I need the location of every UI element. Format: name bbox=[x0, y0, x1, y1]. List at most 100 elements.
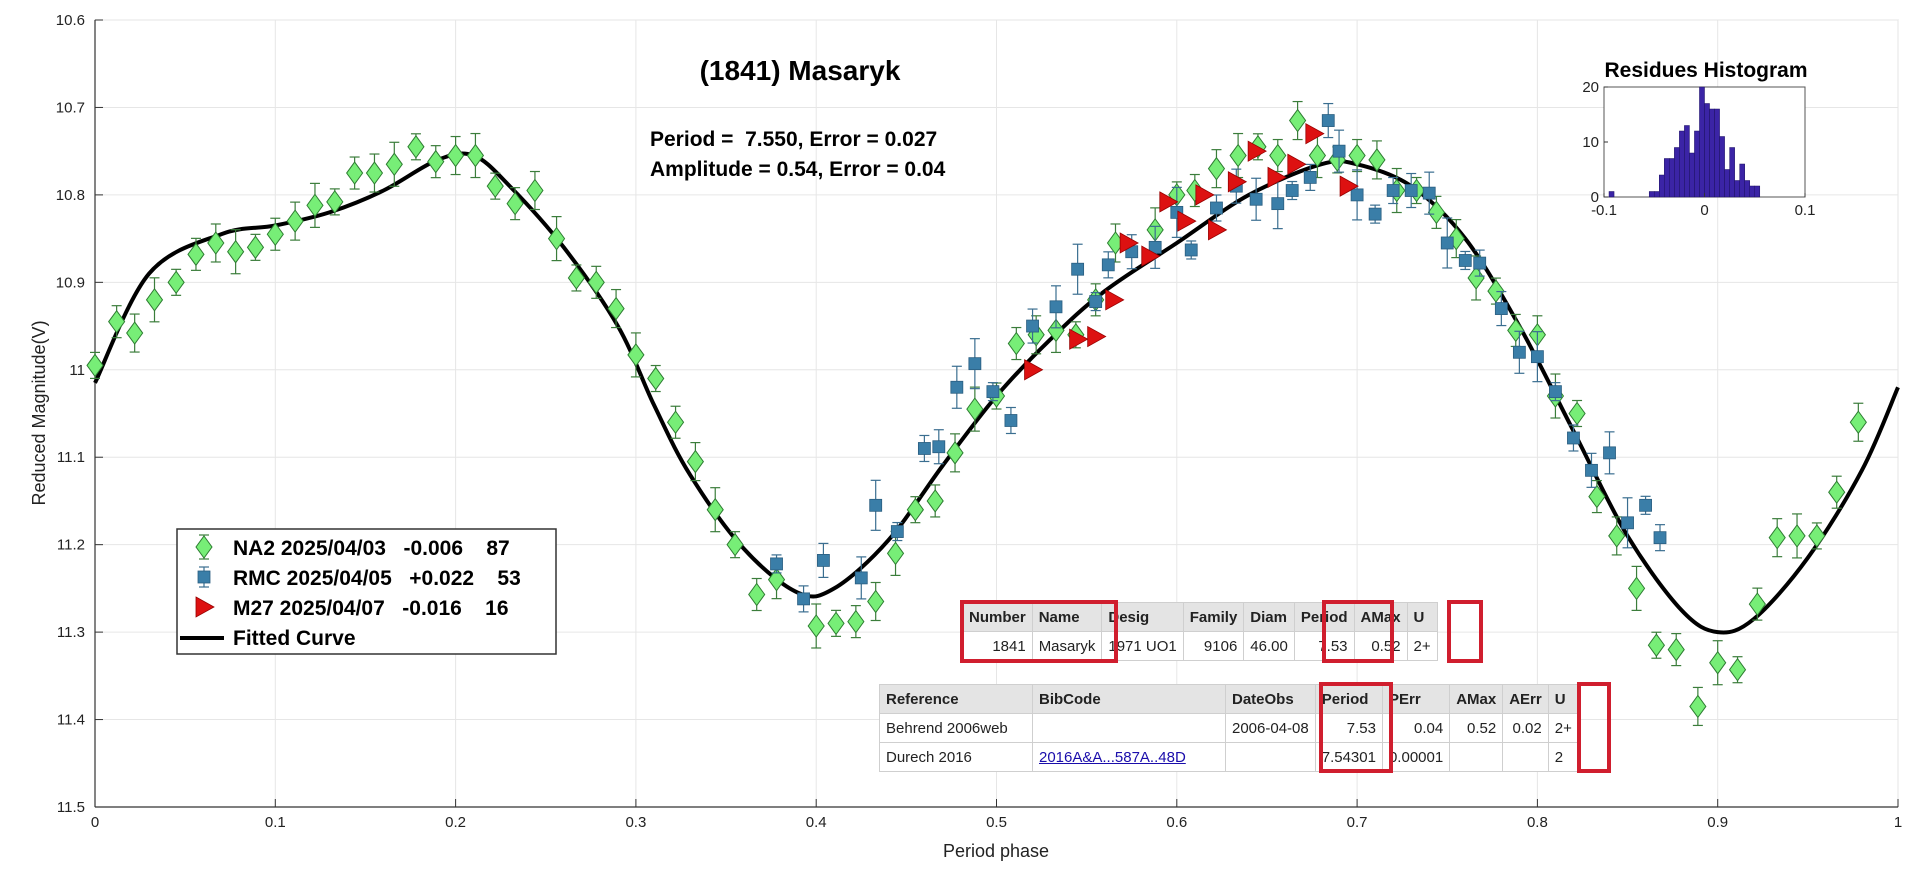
data-point-na2 bbox=[1007, 331, 1025, 356]
data-point-na2 bbox=[407, 134, 425, 159]
data-point-na2 bbox=[1788, 524, 1806, 548]
data-point-na2 bbox=[466, 143, 485, 168]
data-point-rmc bbox=[1512, 345, 1526, 359]
period-annotation: Period = 7.550, Error = 0.027 bbox=[650, 128, 937, 151]
data-point-na2 bbox=[867, 589, 885, 614]
histogram-bar bbox=[1734, 180, 1740, 198]
data-point-na2 bbox=[647, 366, 665, 391]
table2-cell bbox=[1032, 713, 1226, 743]
histogram-bar bbox=[1724, 169, 1730, 198]
data-point-rmc bbox=[1026, 319, 1039, 333]
data-point-m27 bbox=[1069, 328, 1089, 350]
data-point-rmc bbox=[1089, 295, 1103, 308]
data-point-na2 bbox=[187, 242, 205, 267]
data-point-rmc bbox=[1303, 170, 1317, 184]
asteroid-summary-table: Number Name Desig Family Diam Period AMa… bbox=[962, 602, 1438, 661]
data-point-na2 bbox=[1748, 592, 1766, 616]
legend: NA2 2025/04/03 -0.006 87 RMC 2025/04/05 … bbox=[176, 528, 557, 655]
histogram-x-tick-label: 0 bbox=[1700, 202, 1708, 219]
data-point-m27 bbox=[1177, 210, 1197, 232]
data-point-rmc bbox=[1458, 254, 1472, 267]
highlight-number-name bbox=[960, 600, 1118, 663]
histogram-bar bbox=[1754, 185, 1761, 198]
data-point-na2 bbox=[1608, 524, 1626, 548]
table2-cell: 0.02 bbox=[1502, 713, 1549, 743]
y-ticks: 10.6 10.7 10.8 10.9 11 11.1 11.2 11.3 11.4 11.5 bbox=[56, 12, 103, 816]
data-point-na2 bbox=[1348, 143, 1366, 168]
table1-cell: 9106 bbox=[1182, 631, 1245, 661]
table2-cell: 2006-04-08 bbox=[1225, 713, 1316, 743]
chart-title: (1841) Masaryk bbox=[700, 55, 901, 86]
histogram-bar bbox=[1679, 130, 1685, 198]
table2-cell: 0.52 bbox=[1449, 713, 1504, 743]
x-tick-label: 0.9 bbox=[1707, 814, 1728, 831]
data-point-rmc bbox=[1567, 431, 1580, 445]
x-tick-label: 0.7 bbox=[1347, 814, 1368, 831]
table1-header: Diam bbox=[1243, 602, 1295, 632]
histogram-bar bbox=[1749, 185, 1755, 198]
histogram-bar bbox=[1684, 125, 1690, 198]
table2-header: Reference bbox=[879, 684, 1033, 714]
legend-label-m27: M27 2025/04/07 -0.016 16 bbox=[233, 597, 509, 620]
data-point-rmc bbox=[1585, 463, 1598, 477]
histogram-y-tick-label: 20 bbox=[1582, 79, 1599, 96]
data-point-rmc bbox=[770, 557, 783, 571]
data-point-rmc bbox=[1653, 531, 1667, 545]
data-point-m27 bbox=[1305, 122, 1325, 145]
histogram-title: Residues Histogram bbox=[1604, 59, 1807, 82]
x-tick-label: 0.1 bbox=[265, 814, 286, 831]
x-tick-label: 0.2 bbox=[445, 814, 466, 831]
x-tick-label: 0.4 bbox=[806, 814, 827, 831]
data-point-na2 bbox=[926, 489, 944, 513]
histogram-bar bbox=[1608, 191, 1615, 198]
data-point-rmc bbox=[1549, 385, 1562, 399]
table2-cell: 2 bbox=[1547, 742, 1579, 772]
data-point-na2 bbox=[706, 497, 724, 522]
data-point-rmc bbox=[1271, 197, 1285, 211]
data-point-rmc bbox=[932, 440, 946, 454]
x-tick-label: 0.6 bbox=[1166, 814, 1187, 831]
data-point-m27 bbox=[1287, 153, 1307, 175]
data-point-rmc bbox=[869, 498, 883, 512]
data-point-rmc bbox=[1422, 186, 1436, 200]
data-point-rmc bbox=[917, 442, 931, 455]
legend-marker-m27 bbox=[195, 596, 215, 618]
table1-cell: 1841 bbox=[962, 631, 1033, 661]
data-point-na2 bbox=[1627, 576, 1646, 601]
data-point-na2 bbox=[607, 296, 625, 321]
data-point-rmc bbox=[1184, 243, 1198, 257]
histogram-bar bbox=[1694, 130, 1700, 198]
legend-marker-na2 bbox=[195, 535, 213, 559]
table2-cell bbox=[1502, 742, 1549, 772]
histogram-x-tick-label: -0.1 bbox=[1591, 202, 1617, 219]
histogram-x-tick-label: 0.1 bbox=[1795, 202, 1816, 219]
legend-label-na2: NA2 2025/04/03 -0.006 87 bbox=[233, 537, 510, 560]
data-point-rmc bbox=[1249, 192, 1263, 206]
histogram-bar bbox=[1729, 147, 1735, 198]
data-point-na2 bbox=[1808, 524, 1826, 548]
histogram-bar bbox=[1674, 147, 1680, 198]
histogram-bars bbox=[1608, 86, 1761, 198]
table2-cell: 7.54301 bbox=[1314, 742, 1383, 772]
bibcode-link[interactable]: 2016A&A...587A..48D bbox=[1039, 748, 1186, 766]
data-point-rmc bbox=[854, 571, 868, 585]
data-point-na2 bbox=[506, 191, 524, 216]
data-point-na2 bbox=[666, 410, 685, 435]
legend-marker-rmc bbox=[197, 570, 211, 584]
data-point-na2 bbox=[627, 343, 645, 367]
series-na2 bbox=[86, 100, 1867, 727]
data-point-na2 bbox=[547, 226, 566, 251]
data-point-na2 bbox=[567, 266, 586, 290]
data-point-rmc bbox=[1440, 236, 1454, 250]
histogram-bar bbox=[1654, 191, 1660, 198]
series-rmc bbox=[770, 102, 1667, 613]
data-point-rmc bbox=[1321, 114, 1335, 127]
table1-header: Family bbox=[1182, 602, 1245, 632]
data-point-na2 bbox=[486, 174, 504, 198]
data-point-rmc bbox=[986, 385, 1000, 399]
y-tick-label: 11 bbox=[69, 362, 85, 379]
legend-label-curve: Fitted Curve bbox=[233, 627, 356, 650]
histogram-y-tick-label: 10 bbox=[1582, 134, 1599, 151]
data-point-na2 bbox=[1667, 637, 1685, 662]
